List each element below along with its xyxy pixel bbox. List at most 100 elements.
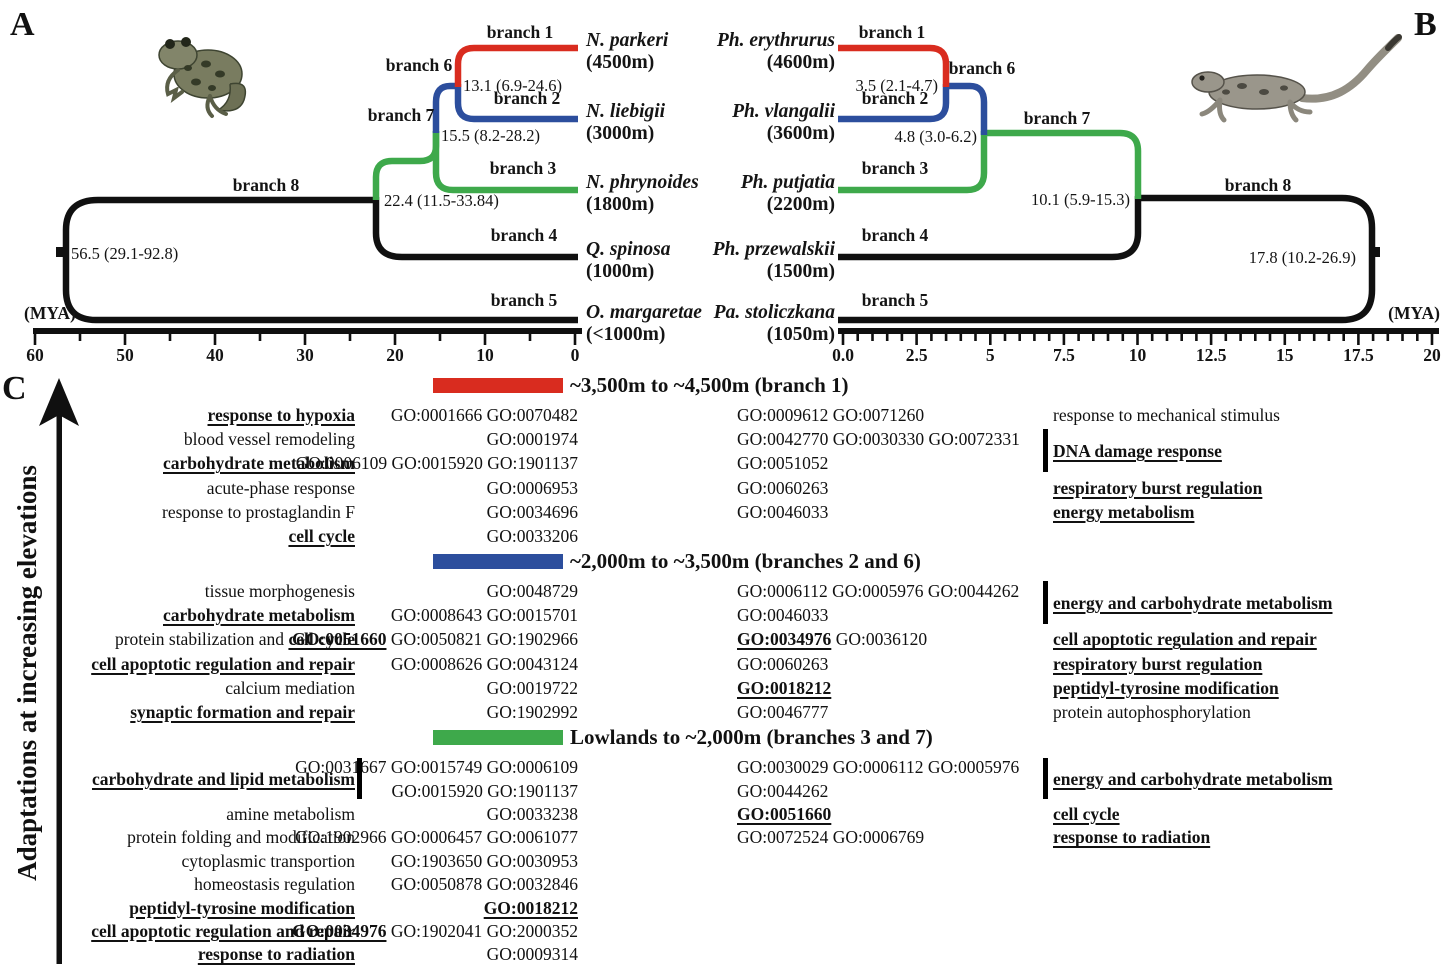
text-runs: response to hypoxia: [208, 405, 355, 426]
text-runs: respiratory burst regulation: [1053, 654, 1262, 675]
go-category-left: amine metabolism: [0, 803, 355, 826]
tree-b-axis-bar: [838, 328, 1439, 334]
axis-tick-label: 10: [476, 345, 494, 365]
go-category-left: cell apoptotic regulation and repair: [0, 652, 355, 676]
elevation-band-title: Lowlands to ~2,000m (branches 3 and 7): [570, 725, 933, 749]
go-ids-left: GO:0033238: [362, 803, 578, 826]
go-id: GO:0034696: [486, 501, 578, 522]
go-term-text: blood vessel remodeling: [183, 428, 355, 449]
axis-tick-label: 0: [571, 345, 580, 365]
go-id: GO:0009612: [737, 404, 829, 425]
go-id: GO:0061077: [486, 827, 578, 848]
elevation-arrow: [39, 378, 79, 964]
species-elevation: (1800m): [586, 194, 654, 215]
go-category-left: protein stabilization and cell cycle: [0, 628, 355, 652]
go-category-right: energy and carbohydrate metabolism: [1053, 579, 1449, 628]
go-id: GO:0015920: [391, 453, 483, 474]
axis-tick-label: 7.5: [1053, 345, 1075, 365]
go-term-text: cell cycle: [288, 629, 355, 650]
species-elevation: (1050m): [767, 324, 835, 345]
text-runs: GO:0015920 GO:1901137: [391, 781, 578, 802]
text-runs: synaptic formation and repair: [130, 702, 355, 723]
go-ids-left: GO:0006109 GO:0015920 GO:1901137: [296, 452, 578, 476]
go-ids-right: GO:0006112 GO:0005976 GO:0044262: [737, 579, 1037, 603]
text-runs: GO:0050878 GO:0032846: [391, 874, 578, 895]
go-id: GO:0034976: [292, 920, 387, 941]
go-id: GO:0018212: [737, 677, 832, 698]
go-id: GO:0060263: [737, 653, 829, 674]
text-runs: GO:0008643 GO:0015701: [391, 605, 578, 626]
go-id: GO:0005976: [927, 757, 1020, 778]
branch-label: branch 5: [862, 290, 929, 310]
go-id: GO:0030029: [737, 757, 829, 778]
go-term-text: protein folding and modification: [127, 827, 355, 848]
go-ids-left: GO:0031667 GO:0015749 GO:0006109: [295, 756, 578, 779]
go-category-left: calcium mediation: [0, 676, 355, 700]
text-runs: energy metabolism: [1053, 502, 1194, 523]
branch-label: branch 2: [862, 88, 929, 108]
go-ids-left: GO:1902992: [362, 701, 578, 725]
go-ids-right: GO:0051660: [737, 803, 1037, 826]
go-id: GO:1902966: [486, 629, 578, 650]
go-category-right: respiratory burst regulation: [1053, 652, 1449, 676]
text-runs: homeostasis regulation: [194, 874, 355, 895]
text-runs: response to mechanical stimulus: [1053, 405, 1280, 426]
elevation-band-swatch: [433, 554, 563, 569]
go-id: GO:0050878: [390, 874, 483, 895]
branch-label: branch 8: [1225, 175, 1292, 195]
go-term-text: tissue morphogenesis: [204, 580, 355, 601]
go-term-text: energy and carbohydrate metabolism: [1053, 768, 1333, 789]
node-age: 3.5 (2.1-4.7): [856, 76, 938, 95]
species-elevation: (4500m): [586, 52, 654, 73]
go-term-text: response to prostaglandin F: [162, 501, 355, 522]
species-name: O. margaretae: [586, 302, 702, 323]
go-category-left: synaptic formation and repair: [0, 701, 355, 725]
go-term-text: acute-phase response: [206, 477, 355, 498]
go-term-text: peptidyl-tyrosine modification: [1053, 677, 1279, 698]
node-age: 15.5 (8.2-28.2): [441, 126, 540, 145]
tree-b-branch8-root: [838, 194, 1376, 324]
text-runs: calcium mediation: [225, 678, 355, 699]
axis-tick-label: 50: [116, 345, 134, 365]
go-term-text: response to mechanical stimulus: [1053, 404, 1280, 425]
branch-label: branch 7: [368, 105, 435, 125]
text-runs: peptidyl-tyrosine modification: [129, 898, 355, 919]
go-id: GO:0046033: [737, 501, 829, 522]
go-ids-left: GO:1902966 GO:0006457 GO:0061077: [295, 826, 578, 849]
text-runs: cell cycle: [1053, 804, 1120, 825]
go-ids-left: GO:0001666 GO:0070482: [362, 403, 578, 427]
elevation-band-swatch: [433, 378, 563, 393]
text-runs: GO:0009612 GO:0071260: [737, 405, 924, 426]
go-term-text: cell apoptotic regulation and repair: [91, 653, 355, 674]
go-ids-left: GO:0051660 GO:0050821 GO:1902966: [292, 628, 578, 652]
go-id: GO:0031667: [295, 757, 387, 778]
go-ids-left: GO:0006953: [362, 476, 578, 500]
go-category-right: cell apoptotic regulation and repair: [1053, 628, 1449, 652]
text-runs: GO:1902966 GO:0006457 GO:0061077: [295, 827, 578, 848]
axis-tick-label: 20: [1423, 345, 1441, 365]
go-id: GO:0015749: [390, 757, 483, 778]
text-runs: carbohydrate metabolism: [163, 453, 355, 474]
node-age: 13.1 (6.9-24.6): [463, 76, 562, 95]
go-category-right: energy metabolism: [1053, 500, 1449, 524]
species-name: Pa. stoliczkana: [713, 302, 836, 323]
go-term-text: respiratory burst regulation: [1053, 477, 1263, 498]
go-id: GO:0015701: [486, 604, 578, 625]
go-id: GO:0006112: [737, 580, 828, 601]
go-term-text: protein autophosphorylation: [1053, 702, 1251, 723]
go-ids-left: GO:0009314: [362, 943, 578, 966]
branch-label: branch 8: [233, 175, 300, 195]
go-id: GO:0008643: [390, 604, 483, 625]
go-ids-right: GO:0046777: [737, 701, 1037, 725]
go-id: GO:0030330: [832, 428, 925, 449]
branch-label: branch 4: [862, 225, 929, 245]
go-id: GO:0046033: [737, 604, 829, 625]
go-ids-right: GO:0030029 GO:0006112 GO:0005976: [737, 756, 1037, 779]
tree-a-branch4: [372, 197, 578, 261]
text-runs: GO:0030029 GO:0006112 GO:0005976: [737, 757, 1019, 778]
group-bracket-bar: [1043, 429, 1048, 472]
go-category-right: energy and carbohydrate metabolism: [1053, 756, 1449, 803]
go-id: GO:0043124: [486, 653, 578, 674]
tree-a-branch2: [454, 84, 578, 123]
